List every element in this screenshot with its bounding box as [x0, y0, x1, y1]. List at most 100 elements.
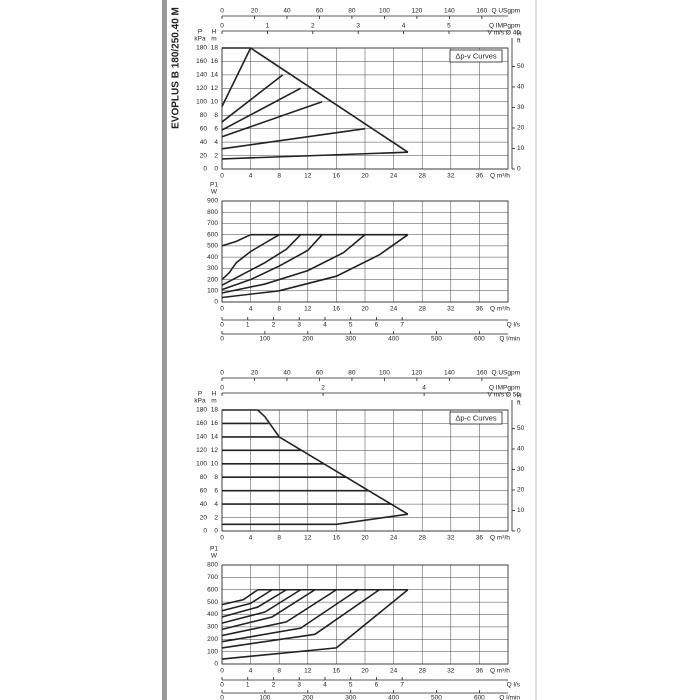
- aux-tick-label: 120: [411, 8, 422, 15]
- x-tick-label: 8: [277, 306, 281, 313]
- y2-tick-label: 30: [517, 466, 525, 473]
- curve: [221, 233, 251, 247]
- x-tick-label: 0: [220, 306, 224, 313]
- aux-tick-label: 1: [246, 322, 250, 329]
- y-tick-label: 2: [214, 514, 218, 521]
- x-tick-label: 32: [447, 535, 455, 542]
- x-tick-label: 28: [419, 535, 427, 542]
- aux-tick-label: 600: [474, 695, 485, 700]
- y2-tick-label: 0: [517, 166, 521, 173]
- x-tick-label: 24: [390, 535, 398, 542]
- curve: [221, 87, 302, 131]
- aux-tick-label: 2: [272, 322, 276, 329]
- aux-tick-label: 80: [348, 370, 356, 377]
- aux-tick-label: 40: [283, 370, 291, 377]
- pressure-axis-unit: kPa: [194, 398, 206, 405]
- pressure-axis-unit: kPa: [194, 36, 206, 43]
- pressure-tick-label: 20: [200, 514, 208, 521]
- aux-tick-label: 600: [474, 336, 485, 343]
- curve: [221, 234, 409, 299]
- curve: [221, 234, 323, 291]
- pressure-axis-label: P: [198, 391, 202, 398]
- y2-axis-unit: ft: [517, 38, 521, 45]
- curve: [221, 234, 366, 294]
- x-tick-label: 4: [249, 535, 253, 542]
- aux-tick-label: 400: [388, 695, 399, 700]
- annotation-box: [449, 411, 503, 425]
- aux-tick-label: 4: [402, 23, 406, 30]
- aux-tick-label: 4: [422, 385, 426, 392]
- y-tick-label: 900: [207, 198, 218, 205]
- plot-frame: [221, 47, 509, 170]
- curve: [221, 233, 280, 281]
- y-tick-label: 300: [207, 265, 218, 272]
- x-tick-label: 16: [333, 668, 341, 675]
- y-tick-label: 100: [207, 648, 218, 655]
- y-axis-unit: m: [211, 36, 216, 43]
- aux-tick-label: 2: [321, 385, 325, 392]
- y-tick-label: 8: [214, 474, 218, 481]
- x-tick-label: 36: [476, 668, 484, 675]
- aux-tick-label: 300: [345, 336, 356, 343]
- aux-tick-label: 20: [251, 8, 259, 15]
- pressure-tick-label: 140: [196, 434, 207, 441]
- y-tick-label: 0: [214, 299, 218, 306]
- aux-tick-label: 160: [476, 370, 487, 377]
- y-tick-label: 2: [214, 152, 218, 159]
- aux-tick-label: 6: [375, 322, 379, 329]
- y-tick-label: 500: [207, 243, 218, 250]
- curve: [221, 74, 284, 123]
- curve: [221, 589, 287, 618]
- y2-tick-label: 50: [517, 425, 525, 432]
- y-tick-label: 6: [214, 125, 218, 132]
- aux-tick-label: 1: [246, 682, 250, 689]
- x-tick-label: 12: [304, 173, 312, 180]
- y-tick-label: 12: [211, 85, 219, 92]
- x-tick-label: 4: [249, 173, 253, 180]
- curve: [221, 589, 337, 637]
- aux-tick-label: 5: [349, 682, 353, 689]
- aux-axis-label: V m/s Ø 50: [487, 392, 520, 399]
- y-tick-label: 16: [211, 58, 219, 65]
- y-tick-label: 400: [207, 254, 218, 261]
- aux-tick-label: 4: [323, 682, 327, 689]
- y-tick-label: 18: [211, 45, 219, 52]
- x-tick-label: 8: [277, 668, 281, 675]
- y2-axis-label: H: [517, 393, 522, 400]
- curve: [222, 409, 409, 515]
- aux-tick-label: 300: [345, 695, 356, 700]
- y2-tick-label: 50: [517, 63, 525, 70]
- x-tick-label: 8: [277, 173, 281, 180]
- x-tick-label: 24: [390, 668, 398, 675]
- pressure-tick-label: 0: [203, 166, 207, 173]
- x-tick-label: 32: [447, 668, 455, 675]
- curve: [222, 513, 409, 526]
- y2-tick-label: 0: [517, 528, 521, 535]
- pressure-tick-label: 0: [203, 528, 207, 535]
- y-axis-label: P1: [210, 546, 218, 553]
- x-axis-label: Q m³/h: [490, 668, 510, 675]
- aux-tick-label: 60: [316, 370, 324, 377]
- aux-tick-label: 2: [272, 682, 276, 689]
- pressure-tick-label: 80: [200, 474, 208, 481]
- aux-tick-label: 6: [375, 682, 379, 689]
- aux-tick-label: 500: [431, 336, 442, 343]
- aux-tick-label: 4: [323, 322, 327, 329]
- aux-tick-label: 100: [259, 695, 270, 700]
- y2-tick-label: 40: [517, 84, 525, 91]
- aux-tick-label: 100: [259, 336, 270, 343]
- x-tick-label: 0: [220, 535, 224, 542]
- aux-tick-label: 7: [400, 322, 404, 329]
- aux-tick-label: 7: [400, 682, 404, 689]
- pressure-axis-label: P: [198, 29, 202, 36]
- y-tick-label: 16: [211, 420, 219, 427]
- aux-axis-label: Q l/min: [499, 336, 520, 343]
- aux-tick-label: 0: [220, 8, 224, 15]
- y-tick-label: 18: [211, 407, 219, 414]
- y-tick-label: 0: [214, 661, 218, 668]
- aux-tick-label: 2: [311, 23, 315, 30]
- aux-tick-label: 60: [316, 8, 324, 15]
- annotation: Δp-v Curves: [455, 51, 497, 60]
- aux-axis-label: Q l/min: [499, 695, 520, 700]
- pressure-tick-label: 60: [200, 125, 208, 132]
